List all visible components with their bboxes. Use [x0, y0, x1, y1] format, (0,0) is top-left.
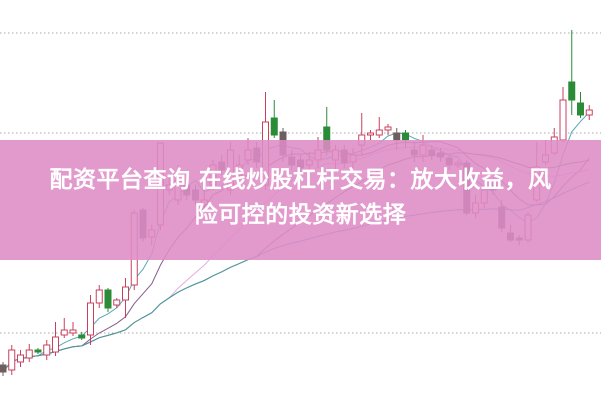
title-banner: [0, 140, 601, 260]
candle-body: [113, 299, 121, 306]
candle-body: [8, 349, 16, 371]
candle-body: [270, 117, 278, 136]
banner-title-line-1: 配资平台查询 在线炒股杠杆交易：放大收益，风: [49, 167, 552, 193]
candle-body: [17, 354, 24, 363]
candle-body: [559, 99, 567, 141]
candle-body: [367, 132, 374, 136]
candle-body: [52, 336, 59, 353]
candle-body: [78, 334, 86, 339]
candle-body: [69, 329, 77, 334]
candle-body: [585, 109, 593, 116]
candle-body: [568, 81, 576, 101]
candle-body: [87, 302, 94, 336]
candle-body: [402, 132, 409, 141]
banner-title: 配资平台查询 在线炒股杠杆交易：放大收益，风 险可控的投资新选择: [0, 163, 601, 233]
candle-body: [122, 286, 129, 301]
candle-body: [60, 329, 68, 336]
candle-body: [0, 364, 7, 373]
candle-body: [34, 349, 42, 353]
candle-body: [577, 102, 584, 116]
candle-body: [384, 126, 392, 131]
candle-body: [104, 289, 112, 309]
banner-title-line-2: 险可控的投资新选择: [194, 202, 407, 228]
candle-body: [95, 289, 103, 304]
candle-body: [43, 344, 51, 356]
candle-body: [375, 129, 383, 136]
candle-body: [25, 349, 33, 359]
candle-body: [393, 132, 401, 141]
